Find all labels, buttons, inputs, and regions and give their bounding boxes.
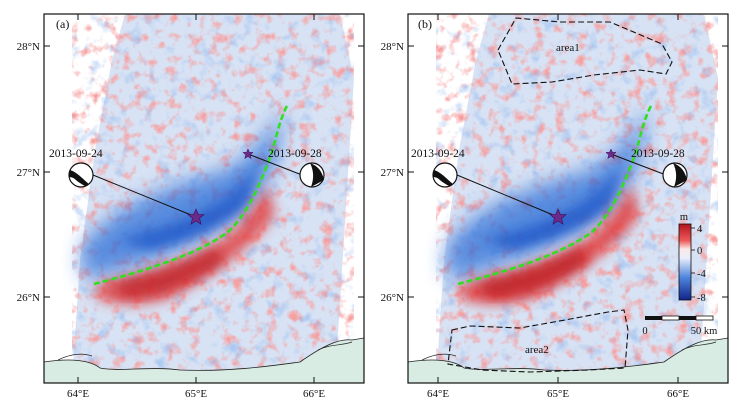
scalebar-start-label: 0 xyxy=(642,326,647,337)
panel-b-lat-tick-28: 28°N xyxy=(381,41,404,53)
colorbar-tick-neg4: -4 xyxy=(697,269,706,280)
colorbar-tick-0: 0 xyxy=(697,246,702,257)
scalebar-end-label: 50 km xyxy=(691,326,718,337)
panel-a-event-label-1: 2013-09-24 xyxy=(49,148,103,160)
panel-b-colorbar: m 4 0 -4 -8 xyxy=(678,212,706,304)
panel-a-beachball-2 xyxy=(299,162,325,188)
panel-b-event-label-2: 2013-09-28 xyxy=(631,148,685,160)
colorbar-tick-neg8: -8 xyxy=(697,293,706,304)
panel-a-lon-tick-66: 66°E xyxy=(303,388,325,400)
panel-a-lat-tick-26: 26°N xyxy=(17,292,40,304)
panel-b-beachball-1 xyxy=(432,162,458,188)
panel-a-lat-tick-27: 27°N xyxy=(17,167,40,179)
panel-a-label: (a) xyxy=(56,17,69,31)
panel-a-epicenter-star-1 xyxy=(187,208,205,225)
panel-b-leader-line-2 xyxy=(610,153,667,176)
panel-a-leader-line-2 xyxy=(247,153,303,176)
panel-a-leader-line-1 xyxy=(92,174,197,218)
panel-b-area1-outline xyxy=(497,17,673,85)
colorbar-tick-4: 4 xyxy=(697,224,703,235)
panel-a-lat-tick-28: 28°N xyxy=(17,41,40,53)
panel-b-area2-label: area2 xyxy=(525,344,549,356)
panel-a-ticks xyxy=(44,14,364,383)
panel-b-lon-tick-65: 65°E xyxy=(547,388,569,400)
panel-b-lon-tick-66: 66°E xyxy=(667,388,689,400)
panel-b-lat-tick-27: 27°N xyxy=(381,167,404,179)
panel-b-lat-tick-26: 26°N xyxy=(381,292,404,304)
panel-b-lon-tick-64: 64°E xyxy=(427,388,449,400)
panel-a-event-label-2: 2013-09-28 xyxy=(268,148,322,160)
panel-b-event-label-1: 2013-09-24 xyxy=(411,148,465,160)
panel-b-label: (b) xyxy=(418,17,432,31)
panel-b-epicenter-star-2 xyxy=(605,148,617,160)
panel-b-ticks xyxy=(408,14,728,383)
panel-b-leader-line-1 xyxy=(456,174,559,218)
panel-b-area2-outline xyxy=(447,309,629,373)
panel-a-frame xyxy=(43,13,365,384)
panel-a-lon-tick-65: 65°E xyxy=(185,388,207,400)
panel-a-epicenter-star-2 xyxy=(242,148,254,160)
panel-a-fault-trace xyxy=(93,103,290,286)
panel-a-beachball-1 xyxy=(68,162,94,188)
panel-b: area1 area2 2013-09-24 2013-09-28 (b) m xyxy=(381,13,729,400)
panel-b-fault-trace xyxy=(457,103,654,286)
panel-b-frame xyxy=(407,13,729,384)
panel-b-scalebar: 0 50 km xyxy=(642,315,718,337)
panel-a-lon-tick-64: 64°E xyxy=(67,388,89,400)
colorbar-unit: m xyxy=(680,212,688,223)
panel-b-beachball-2 xyxy=(662,162,688,188)
panel-b-epicenter-star-1 xyxy=(549,208,567,225)
panel-b-area1-label: area1 xyxy=(556,42,580,54)
panel-a: 2013-09-24 2013-09-28 (a) 28°N 27°N 26°N… xyxy=(17,13,365,400)
